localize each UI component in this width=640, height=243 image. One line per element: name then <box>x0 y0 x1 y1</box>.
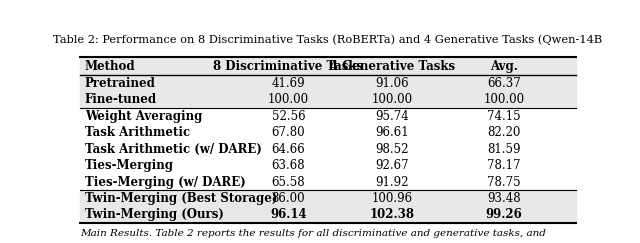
Text: 8 Discriminative Tasks: 8 Discriminative Tasks <box>213 60 364 73</box>
Text: 66.37: 66.37 <box>487 77 521 90</box>
Text: Ties-Merging (w/ DARE): Ties-Merging (w/ DARE) <box>85 175 246 189</box>
Text: 95.74: 95.74 <box>376 110 410 123</box>
Text: 100.96: 100.96 <box>372 192 413 205</box>
Text: 86.00: 86.00 <box>271 192 305 205</box>
Bar <box>80 190 576 223</box>
Text: Fine-tuned: Fine-tuned <box>85 93 157 106</box>
Text: 64.66: 64.66 <box>271 143 305 156</box>
Text: Method: Method <box>85 60 136 73</box>
Text: 82.20: 82.20 <box>488 126 521 139</box>
Text: 96.14: 96.14 <box>270 208 307 221</box>
Text: 100.00: 100.00 <box>483 93 525 106</box>
Text: 92.67: 92.67 <box>376 159 410 172</box>
Text: 4 Generative Tasks: 4 Generative Tasks <box>330 60 455 73</box>
Text: 93.48: 93.48 <box>487 192 521 205</box>
Bar <box>80 57 576 75</box>
Text: Weight Averaging: Weight Averaging <box>85 110 202 123</box>
Text: 100.00: 100.00 <box>372 93 413 106</box>
Text: 63.68: 63.68 <box>271 159 305 172</box>
Text: 78.75: 78.75 <box>487 175 521 189</box>
Text: Ties-Merging: Ties-Merging <box>85 159 174 172</box>
Text: 78.17: 78.17 <box>487 159 521 172</box>
Text: Table 2: Performance on 8 Discriminative Tasks (RoBERTa) and 4 Generative Tasks : Table 2: Performance on 8 Discriminative… <box>53 35 603 45</box>
Text: 99.26: 99.26 <box>486 208 522 221</box>
Text: Main Results. Table 2 reports the results for all discriminative and generative : Main Results. Table 2 reports the result… <box>80 229 546 238</box>
Text: 81.59: 81.59 <box>487 143 521 156</box>
Text: Avg.: Avg. <box>490 60 518 73</box>
Text: 98.52: 98.52 <box>376 143 409 156</box>
Text: 65.58: 65.58 <box>271 175 305 189</box>
Text: Task Arithmetic: Task Arithmetic <box>85 126 190 139</box>
Text: 102.38: 102.38 <box>370 208 415 221</box>
Text: Task Arithmetic (w/ DARE): Task Arithmetic (w/ DARE) <box>85 143 262 156</box>
Text: 91.92: 91.92 <box>376 175 409 189</box>
Bar <box>80 108 576 190</box>
Text: 74.15: 74.15 <box>487 110 521 123</box>
Text: Pretrained: Pretrained <box>85 77 156 90</box>
Text: 41.69: 41.69 <box>271 77 305 90</box>
Text: Twin-Merging (Ours): Twin-Merging (Ours) <box>85 208 224 221</box>
Text: 67.80: 67.80 <box>271 126 305 139</box>
Text: 91.06: 91.06 <box>376 77 410 90</box>
Text: 52.56: 52.56 <box>271 110 305 123</box>
Bar <box>80 75 576 108</box>
Text: 96.61: 96.61 <box>376 126 410 139</box>
Text: 100.00: 100.00 <box>268 93 309 106</box>
Text: Twin-Merging (Best Storage): Twin-Merging (Best Storage) <box>85 192 277 205</box>
